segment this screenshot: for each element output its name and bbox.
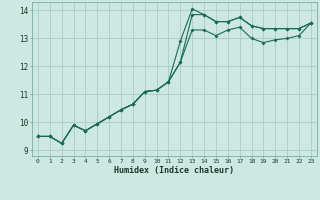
X-axis label: Humidex (Indice chaleur): Humidex (Indice chaleur) — [115, 166, 234, 175]
